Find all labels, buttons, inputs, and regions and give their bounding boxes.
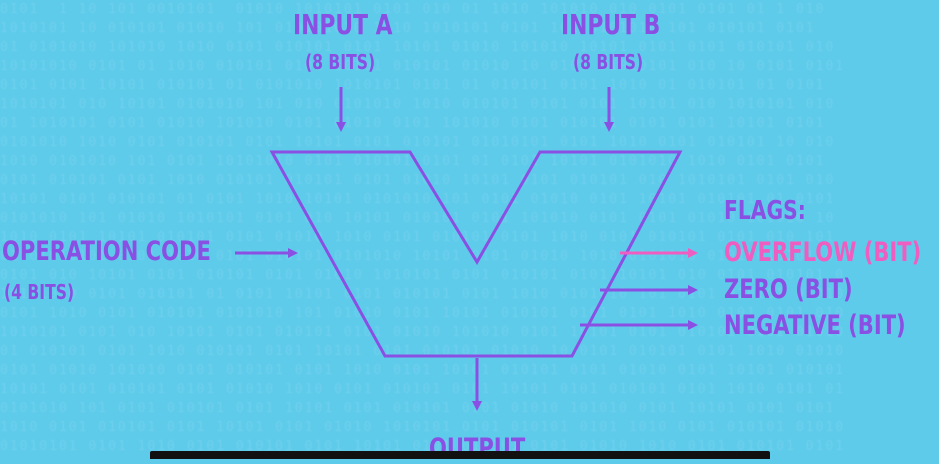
opcode-size: (4 BITS) bbox=[4, 280, 75, 304]
flag-negative-label: NEGATIVE (BIT) bbox=[724, 310, 906, 341]
flags-heading: FLAGS: bbox=[724, 196, 806, 226]
input-b-size: (8 BITS) bbox=[573, 50, 644, 74]
input-a-label: INPUT A bbox=[293, 8, 393, 41]
input-b-label: INPUT B bbox=[561, 8, 661, 41]
input-a-size: (8 BITS) bbox=[305, 50, 376, 74]
output-label: OUTPUT bbox=[429, 433, 526, 464]
flag-zero-label: ZERO (BIT) bbox=[724, 274, 853, 305]
opcode-label: OPERATION CODE bbox=[2, 236, 211, 267]
alu-shape bbox=[269, 150, 683, 358]
caption-strip bbox=[150, 451, 770, 459]
flag-overflow-label: OVERFLOW (BIT) bbox=[724, 237, 922, 268]
